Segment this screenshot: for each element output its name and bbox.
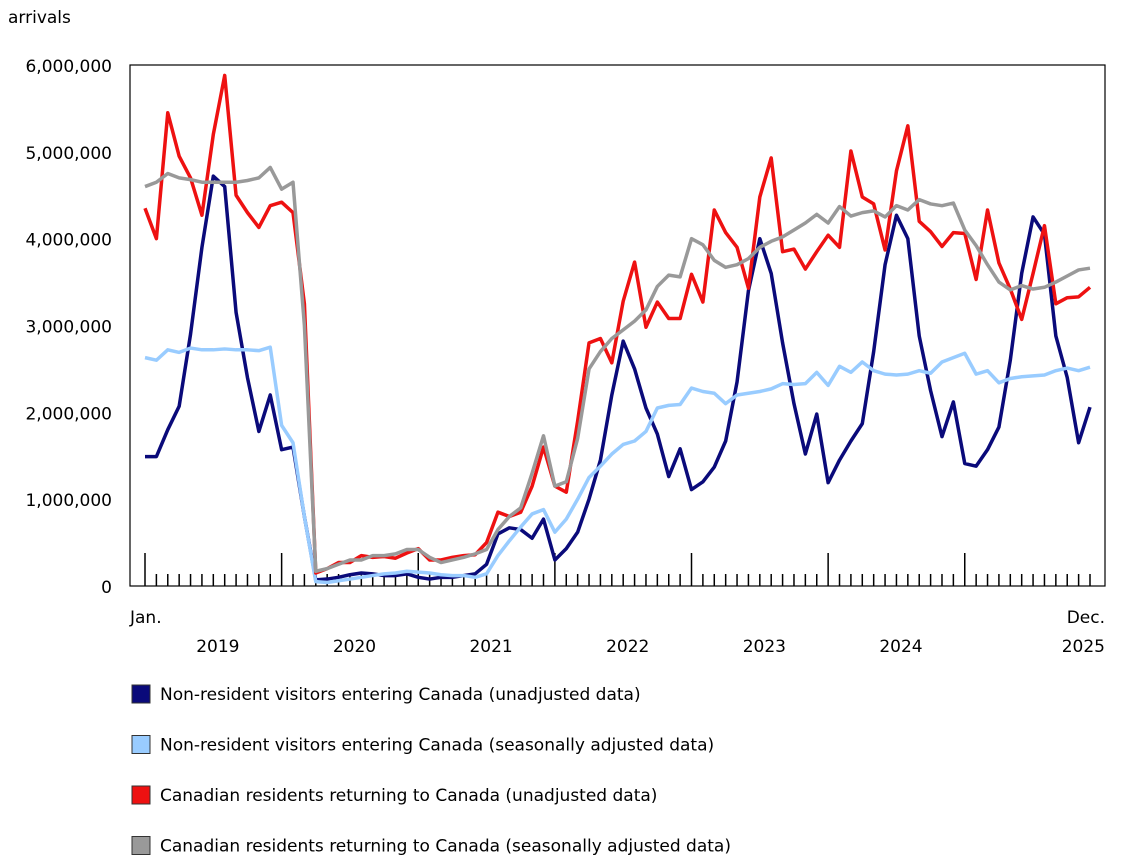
series-line [144, 345, 1091, 585]
y-tick-label: 2,000,000 [25, 404, 112, 424]
x-year-label: 2019 [196, 637, 239, 657]
y-tick-label: 3,000,000 [25, 318, 112, 338]
x-year-label: 2020 [333, 637, 376, 657]
series-line [143, 73, 1092, 575]
series-line [144, 165, 1091, 573]
x-tick-label: Jan. [129, 608, 162, 628]
legend-swatch [131, 735, 151, 754]
x-year-label: 2021 [469, 637, 512, 657]
y-tick-label: 1,000,000 [25, 491, 112, 511]
x-year-label: 2025 [1062, 637, 1105, 657]
legend-label: Non-resident visitors entering Canada (u… [160, 685, 641, 705]
y-axis-label: arrivals [8, 8, 71, 28]
y-tick-label: 5,000,000 [25, 144, 112, 164]
plot-frame [129, 64, 1106, 587]
legend-swatch [131, 684, 151, 704]
y-tick-label: 4,000,000 [25, 231, 112, 251]
x-tick-label: Dec. [1067, 608, 1105, 628]
legend-label: Canadian residents returning to Canada (… [160, 786, 657, 806]
legend-swatch [131, 785, 151, 805]
x-year-label: 2022 [606, 637, 649, 657]
x-year-label: 2024 [879, 637, 922, 657]
legend-label: Non-resident visitors entering Canada (s… [160, 736, 714, 756]
legend-label: Canadian residents returning to Canada (… [160, 837, 731, 857]
x-year-label: 2023 [743, 637, 786, 657]
y-tick-label: 6,000,000 [25, 57, 112, 77]
y-tick-label: 0 [101, 578, 112, 598]
legend-swatch [131, 836, 151, 855]
